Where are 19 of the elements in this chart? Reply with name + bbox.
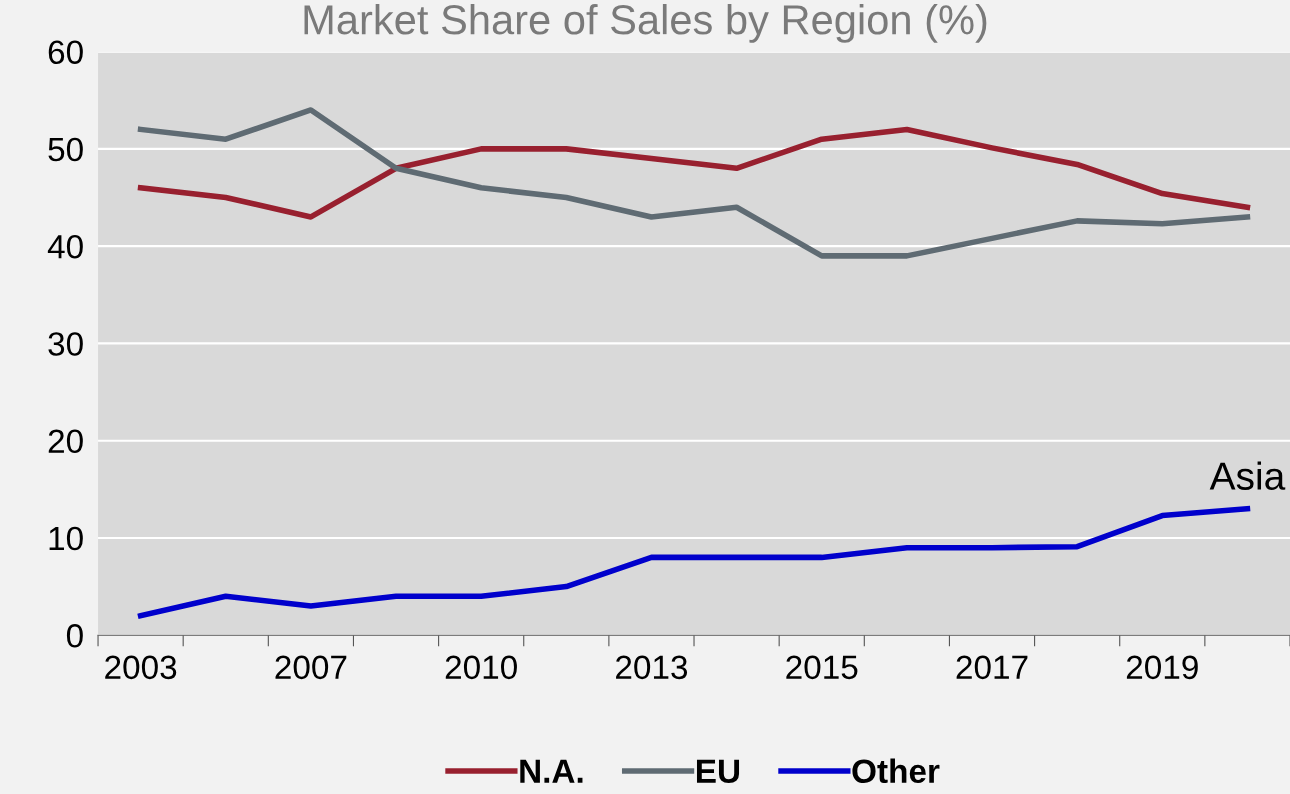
y-tick-label: 60 — [48, 40, 83, 65]
legend-label: Other — [852, 758, 940, 784]
x-tick-label: 2015 — [786, 655, 858, 680]
x-tick-label: 2007 — [275, 655, 347, 680]
y-tick-label: 20 — [48, 429, 83, 454]
x-tick-label: 2019 — [1126, 655, 1198, 680]
x-tick-label: 2010 — [445, 655, 517, 680]
annotation: Asia — [1209, 461, 1286, 490]
y-tick-label: 30 — [48, 332, 83, 356]
legend-label: N.A. — [520, 759, 583, 783]
y-tick-label: 0 — [66, 624, 83, 648]
y-tick-label: 10 — [49, 526, 83, 551]
legend-label: EU — [696, 759, 740, 784]
x-tick-label: 2013 — [616, 655, 688, 680]
y-tick-label: 40 — [47, 234, 83, 259]
y-tick-label: 50 — [48, 137, 83, 162]
chart-title: Market Share of Sales by Region (%) — [304, 3, 987, 43]
x-tick-label: 2003 — [105, 655, 177, 680]
x-tick-label: 2017 — [956, 655, 1028, 680]
